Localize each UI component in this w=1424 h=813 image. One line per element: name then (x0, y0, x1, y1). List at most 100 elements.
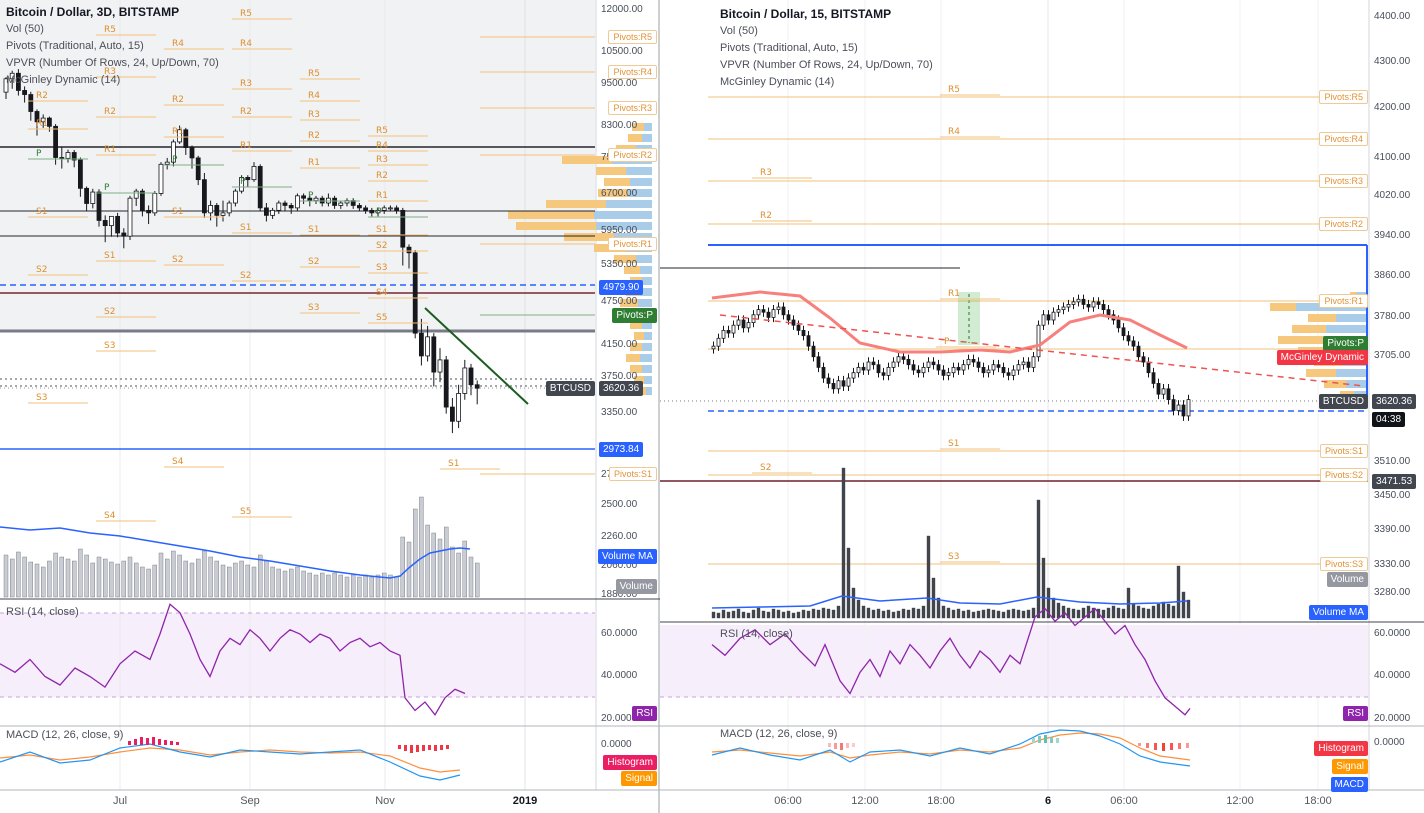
vpvr-bar-down (630, 365, 642, 373)
candle-body (412, 252, 418, 334)
candle-body (40, 117, 46, 123)
candle-body (1136, 345, 1141, 358)
indicator-mcginley[interactable]: McGinley Dynamic (14) (6, 74, 121, 86)
volume-bar (1116, 607, 1121, 619)
candle-body (781, 306, 786, 316)
macd-histogram-bar (1050, 737, 1053, 743)
volume-bar (1106, 607, 1111, 619)
volume-bar (462, 540, 467, 598)
volume-bar (716, 612, 721, 619)
symbol-title[interactable]: Bitcoin / Dollar, 3D, BITSTAMP (6, 5, 180, 19)
time-label[interactable]: 18:00 (1304, 795, 1332, 807)
pivot-label: R2 (36, 91, 48, 101)
volume-bar (796, 611, 801, 619)
candle-body (164, 161, 170, 165)
candle-body (71, 152, 77, 161)
time-label[interactable]: 6 (1044, 795, 1052, 807)
volume-bar (1156, 603, 1161, 619)
indicator-vol[interactable]: Vol (50) (720, 25, 758, 37)
volume-bar (1136, 605, 1141, 619)
vpvr-bar-up (642, 343, 652, 351)
macd-histogram-bar (446, 745, 449, 749)
price-tick: 4200.00 (1374, 102, 1411, 113)
price-tick: 40.0000 (601, 670, 638, 681)
pivot-label: S3 (376, 263, 387, 273)
volume-bar (981, 609, 986, 619)
volume-bar (47, 560, 52, 598)
volume-bar (41, 566, 46, 598)
macd-histogram-bar (1186, 743, 1189, 748)
indicator-vol[interactable]: Vol (50) (6, 23, 44, 35)
last-price-badge: 3620.36 (599, 381, 644, 396)
value-badge: Signal (621, 771, 657, 786)
volume-bar (966, 609, 971, 619)
indicator-mcginley[interactable]: McGinley Dynamic (14) (720, 76, 835, 88)
candle-body (139, 190, 145, 211)
volume-bar (891, 611, 896, 619)
time-label[interactable]: 12:00 (851, 795, 879, 807)
volume-bar (886, 609, 891, 619)
indicator-pivots[interactable]: Pivots (Traditional, Auto, 15) (720, 42, 858, 54)
value-badge: RSI (632, 706, 657, 721)
volume-bar (28, 561, 33, 598)
rsi-legend[interactable]: RSI (14, close) (720, 628, 793, 640)
candle-body (951, 366, 956, 374)
time-label[interactable]: Jul (112, 795, 128, 807)
candle-body (991, 364, 996, 371)
price-tick: 3390.00 (1374, 524, 1411, 535)
chart-pane-3d[interactable]: R2 R1 P S1 S2 S3 R5 R3 R2 R1 P S1 S2 S3 S4 R4 R2 R1 P S1 S2 S… (0, 0, 660, 813)
time-label[interactable]: 18:00 (927, 795, 955, 807)
volume-bar (731, 610, 736, 619)
time-label[interactable]: 06:00 (1110, 795, 1138, 807)
macd-legend[interactable]: MACD (12, 26, close, 9) (6, 729, 124, 741)
volume-bar (941, 605, 946, 619)
volume-bar (375, 574, 381, 598)
candle-body (1081, 298, 1086, 305)
candle-body (152, 193, 158, 214)
time-label[interactable]: 2019 (512, 795, 538, 807)
volume-bar (90, 562, 96, 598)
volume-bar (351, 574, 356, 598)
macd-histogram-bar (404, 745, 407, 751)
candle-body (387, 207, 393, 210)
indicator-vpvr[interactable]: VPVR (Number Of Rows, 24, Up/Down, 70) (6, 57, 219, 69)
pivot-badge: Pivots:S3 (1319, 557, 1368, 571)
volume-bar (816, 609, 821, 619)
candle-body (731, 324, 736, 334)
candle-body (711, 345, 716, 350)
macd-histogram-bar (1138, 743, 1141, 746)
candle-body (226, 202, 232, 214)
candle-body (841, 380, 846, 387)
volume-bar (419, 496, 424, 598)
vpvr-bar-down (546, 200, 606, 208)
volume-bar (1076, 609, 1081, 619)
chart-canvas-15m[interactable]: R5 R4 R3 R2 R1 P S1 S2 S3 (660, 0, 1424, 813)
volume-bar (233, 562, 238, 598)
candle-body (418, 332, 424, 357)
candle-body (146, 209, 152, 214)
volume-bar (164, 558, 170, 598)
macd-legend[interactable]: MACD (12, 26, close, 9) (720, 728, 838, 740)
volume-bar (1101, 609, 1106, 619)
vpvr-bar-up (638, 299, 652, 307)
price-tick: 0.0000 (601, 739, 632, 750)
indicator-vpvr[interactable]: VPVR (Number Of Rows, 24, Up/Down, 70) (720, 59, 933, 71)
pivot-label: R2 (240, 107, 252, 117)
rsi-legend[interactable]: RSI (14, close) (6, 606, 79, 618)
time-label[interactable]: Sep (240, 795, 260, 807)
chart-canvas-3d[interactable]: R2 R1 P S1 S2 S3 R5 R3 R2 R1 P S1 S2 S3 S4 R4 R2 R1 P S1 S2 S… (0, 0, 660, 813)
time-label[interactable]: Nov (375, 795, 395, 807)
volume-bar (413, 508, 418, 598)
pivot-label: P (240, 177, 246, 187)
indicator-pivots[interactable]: Pivots (Traditional, Auto, 15) (6, 40, 144, 52)
pivot-label: R1 (240, 141, 252, 151)
pivot-label: S3 (104, 341, 115, 351)
candle-body (976, 361, 981, 368)
symbol-title[interactable]: Bitcoin / Dollar, 15, BITSTAMP (720, 7, 892, 21)
time-label[interactable]: 06:00 (774, 795, 802, 807)
candle-body (239, 177, 245, 192)
price-tick: 2260.00 (601, 531, 638, 542)
chart-pane-15m[interactable]: R5 R4 R3 R2 R1 P S1 S2 S3 Bitcoin / Dollar, 15, … (660, 0, 1424, 813)
time-label[interactable]: 12:00 (1226, 795, 1254, 807)
